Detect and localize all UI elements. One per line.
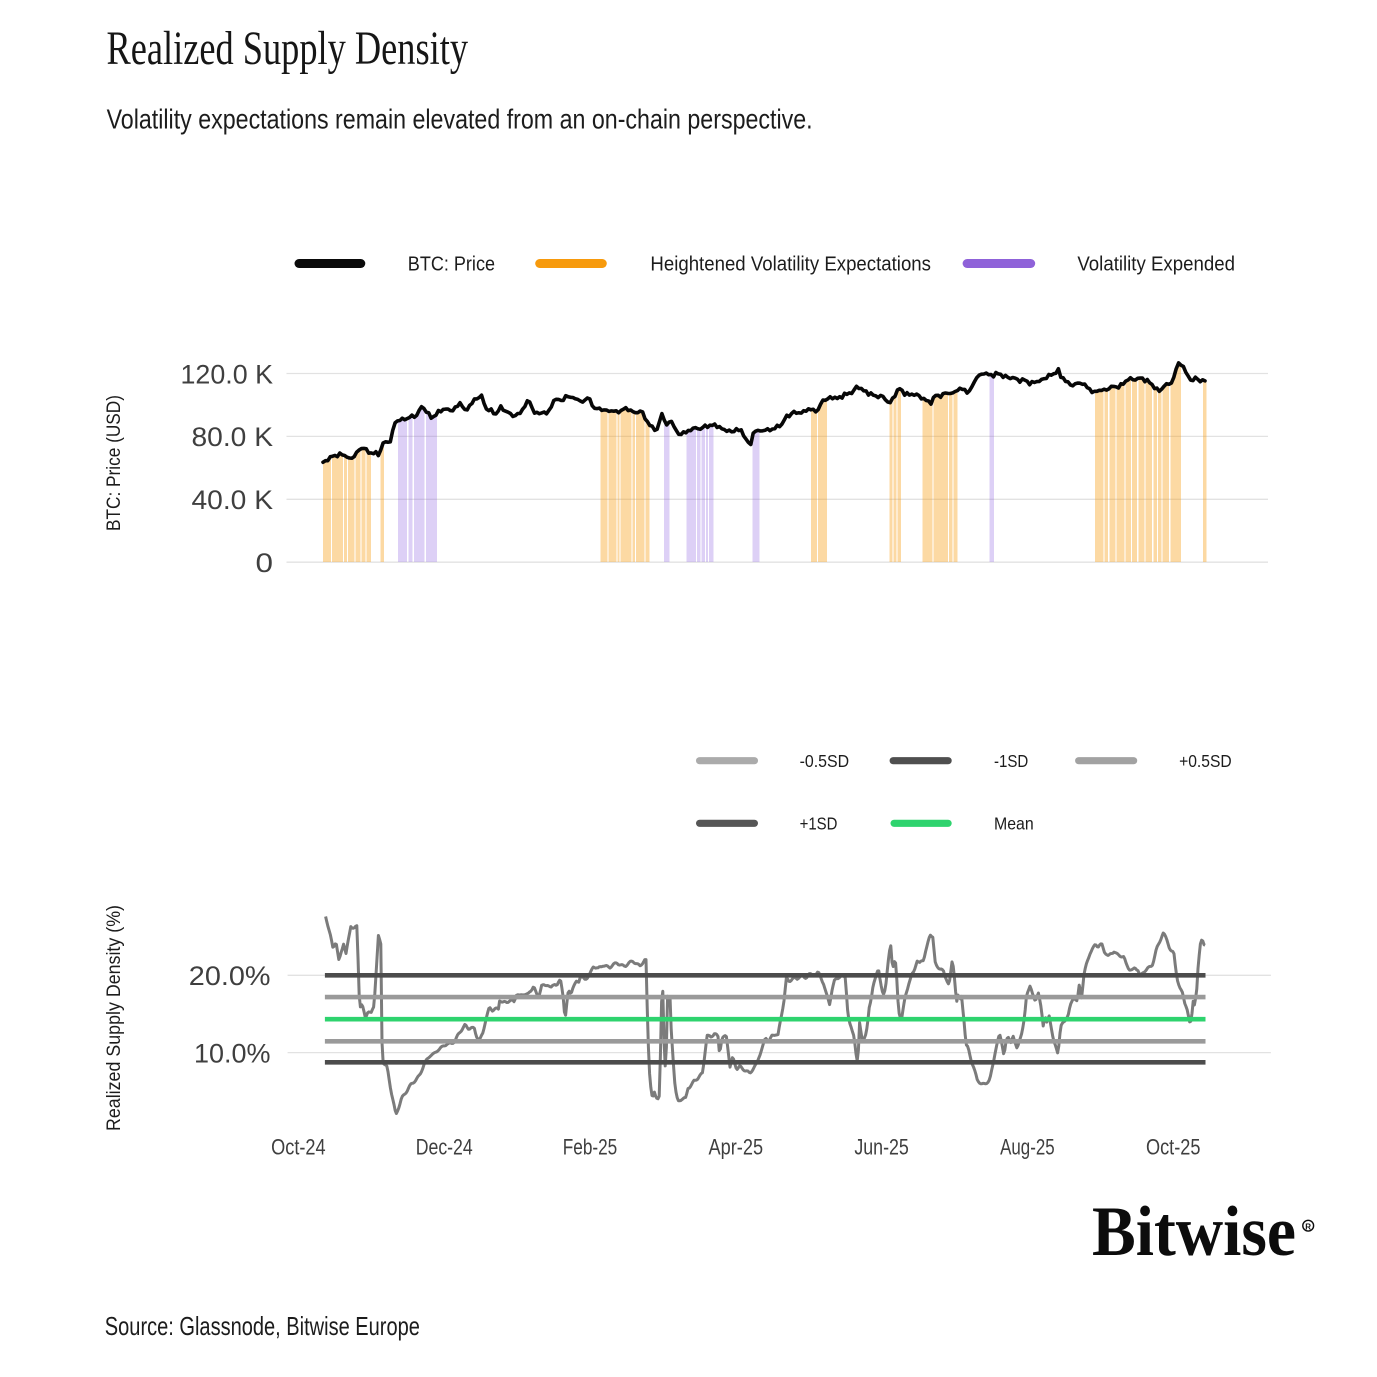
svg-text:-0.5SD: -0.5SD (800, 751, 850, 771)
svg-text:Source: Glassnode, Bitwise Eur: Source: Glassnode, Bitwise Europe (105, 1311, 420, 1341)
svg-text:Aug-25: Aug-25 (1000, 1135, 1055, 1160)
svg-text:Mean: Mean (994, 814, 1034, 834)
svg-text:Bitwise: Bitwise (1092, 1193, 1296, 1271)
svg-text:BTC: Price (USD): BTC: Price (USD) (104, 395, 125, 531)
svg-text:10.0%: 10.0% (194, 1039, 271, 1069)
svg-text:120.0 K: 120.0 K (181, 359, 274, 389)
svg-text:Apr-25: Apr-25 (709, 1135, 764, 1160)
svg-text:Heightened Volatility Expectat: Heightened Volatility Expectations (650, 254, 931, 276)
svg-text:Feb-25: Feb-25 (563, 1135, 618, 1160)
svg-text:Realized Supply Density (%): Realized Supply Density (%) (104, 905, 125, 1131)
svg-text:R: R (1305, 1222, 1311, 1231)
svg-text:Oct-24: Oct-24 (271, 1135, 326, 1160)
svg-text:Dec-24: Dec-24 (416, 1135, 473, 1160)
svg-text:BTC: Price: BTC: Price (408, 254, 495, 276)
svg-text:Jun-25: Jun-25 (854, 1135, 909, 1160)
svg-text:+0.5SD: +0.5SD (1179, 751, 1232, 771)
svg-text:Realized Supply Density: Realized Supply Density (107, 22, 469, 75)
svg-text:-1SD: -1SD (994, 751, 1028, 771)
svg-text:Volatility expectations remain: Volatility expectations remain elevated … (107, 103, 813, 134)
svg-text:20.0%: 20.0% (189, 961, 271, 991)
svg-text:40.0 K: 40.0 K (192, 485, 274, 515)
svg-text:Oct-25: Oct-25 (1146, 1135, 1201, 1160)
svg-text:0: 0 (256, 548, 274, 578)
svg-text:+1SD: +1SD (800, 814, 838, 834)
svg-text:Volatility Expended: Volatility Expended (1077, 254, 1235, 276)
svg-text:80.0 K: 80.0 K (192, 422, 274, 452)
